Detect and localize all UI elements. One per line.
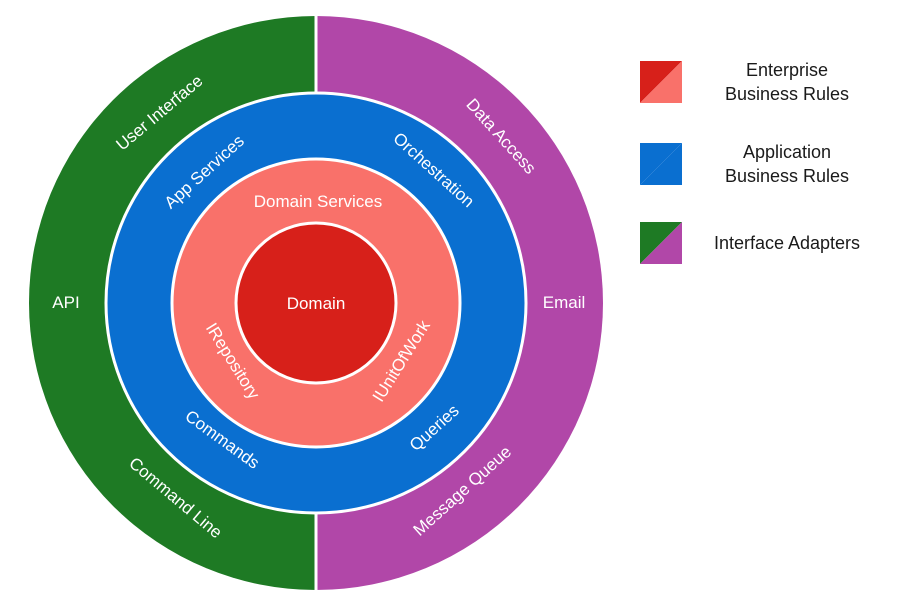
domain-core bbox=[234, 221, 398, 385]
enterprise-swatch bbox=[640, 61, 682, 103]
legend-label-application: Application Business Rules bbox=[724, 142, 850, 186]
legend-item-application: Application Business Rules bbox=[640, 140, 882, 188]
application-swatch bbox=[640, 143, 682, 185]
legend-label-adapters: Interface Adapters bbox=[713, 233, 861, 253]
email-label: Email bbox=[543, 293, 586, 312]
domain-services-label: Domain Services bbox=[254, 192, 383, 211]
domain-label: Domain bbox=[287, 294, 346, 313]
legend-label-enterprise: Enterprise Business Rules bbox=[724, 60, 850, 104]
onion-architecture-diagram: Domain Domain Services IRepository IUnit… bbox=[29, 16, 603, 590]
adapters-swatch bbox=[640, 222, 682, 264]
api-label: API bbox=[52, 293, 79, 312]
legend-item-enterprise: Enterprise Business Rules bbox=[640, 58, 882, 106]
legend-item-adapters: Interface Adapters bbox=[640, 222, 882, 264]
